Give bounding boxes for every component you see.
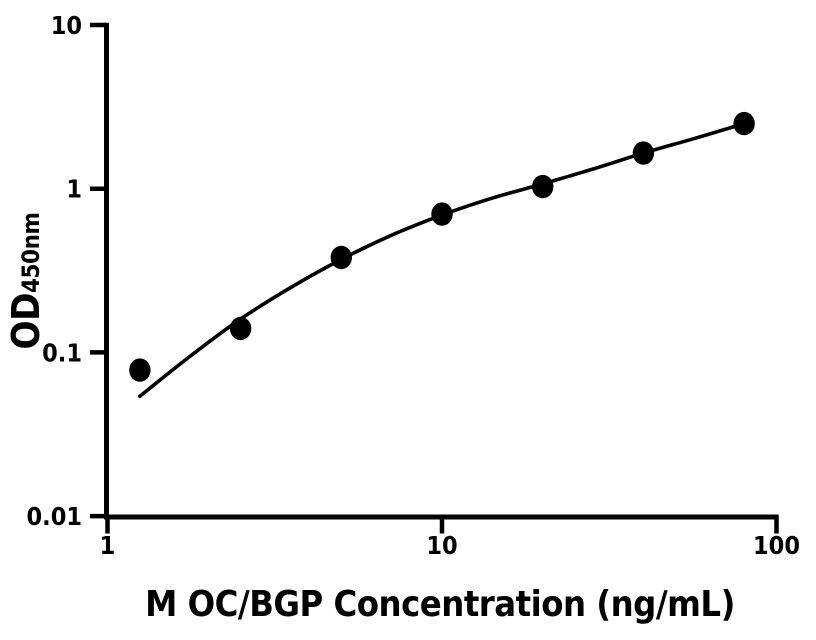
x-axis-tick-label: 1 <box>100 531 116 560</box>
y-axis-title-subscript: 450nm <box>17 212 45 293</box>
data-point <box>229 316 252 341</box>
x-axis-tick-label: 10 <box>426 531 457 560</box>
data-point <box>330 245 352 270</box>
y-axis-title-main: OD <box>4 293 48 350</box>
data-point <box>733 111 755 136</box>
y-axis-tick-label: 0.1 <box>42 338 82 367</box>
fit-curve-line <box>138 121 746 398</box>
x-axis-title: M OC/BGP Concentration (ng/mL) <box>145 584 735 625</box>
y-axis-title: OD450nm <box>4 213 48 350</box>
y-axis-tick-label: 10 <box>51 11 82 40</box>
data-point <box>532 174 554 199</box>
data-point <box>632 141 655 165</box>
data-point <box>129 358 151 382</box>
x-axis-tick-label: 100 <box>753 531 800 560</box>
y-axis-tick-label: 0.01 <box>27 502 83 531</box>
y-axis-tick-label: 1 <box>66 175 82 204</box>
data-point <box>431 202 453 226</box>
